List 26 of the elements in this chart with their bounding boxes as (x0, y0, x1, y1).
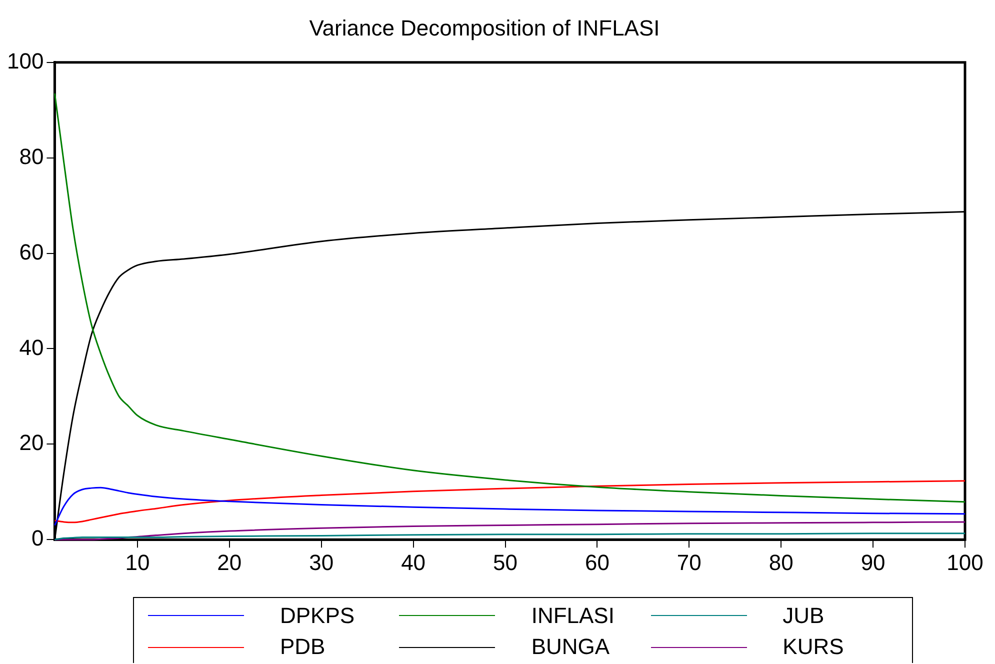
x-tick-label: 30 (309, 550, 334, 575)
line-series (54, 486, 966, 526)
x-tick-label: 80 (768, 550, 794, 575)
y-tick-label: 0 (31, 526, 44, 551)
x-tick-label: 100 (946, 550, 984, 575)
legend-label: JUB (782, 602, 824, 629)
x-tick-label: 70 (676, 550, 702, 575)
legend-label: BUNGA (531, 634, 610, 660)
x-tick-label: 20 (217, 550, 242, 575)
line-series (54, 480, 966, 524)
x-tick-label: 40 (401, 550, 426, 575)
y-tick-label: 100 (6, 48, 44, 74)
y-tick-label: 60 (19, 239, 44, 264)
chart-title: Variance Decomposition of INFLASI (309, 15, 660, 40)
x-tick-label: 50 (493, 550, 518, 575)
legend-label: DPKPS (280, 602, 355, 629)
legend-label: PDB (280, 634, 326, 660)
legend-label: KURS (782, 634, 844, 660)
x-tick-label: 10 (125, 550, 150, 575)
line-series (54, 92, 966, 503)
legend-label: INFLASI (531, 602, 614, 629)
x-tick-label: 60 (584, 550, 610, 575)
y-tick-label: 80 (19, 144, 44, 169)
x-tick-label: 90 (860, 550, 886, 575)
y-tick-label: 40 (19, 334, 44, 360)
y-tick-label: 20 (19, 430, 44, 456)
